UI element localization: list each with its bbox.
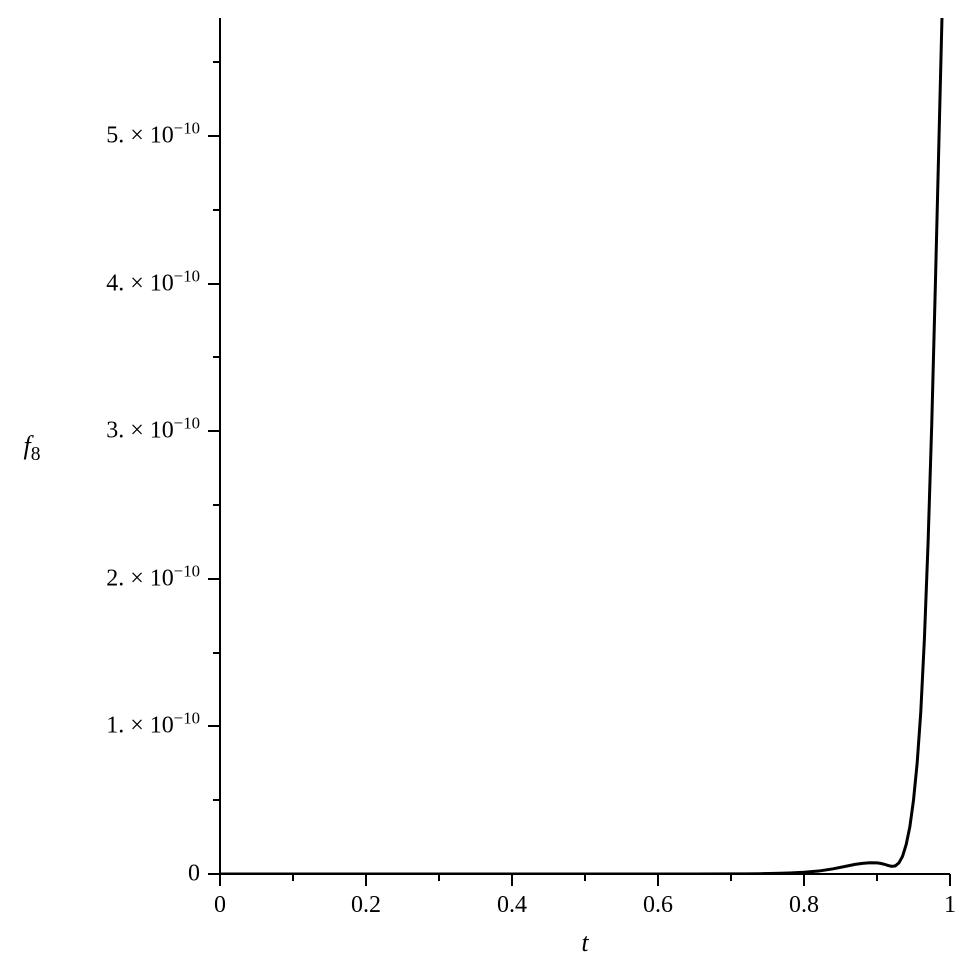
y-axis-label: f8 — [24, 431, 41, 461]
x-tick-minor — [584, 874, 586, 881]
y-tick-label: 2. × 10−10 — [106, 565, 200, 592]
y-axis-label-sub: 8 — [31, 444, 41, 465]
x-tick-major — [803, 874, 805, 886]
y-tick-minor — [213, 209, 220, 211]
x-tick-label: 0 — [214, 892, 226, 919]
x-tick-label: 0.8 — [789, 892, 819, 919]
x-tick-minor — [438, 874, 440, 881]
y-tick-major — [208, 578, 220, 580]
y-tick-minor — [213, 356, 220, 358]
y-tick-label: 0 — [188, 861, 200, 888]
x-tick-label: 0.4 — [497, 892, 527, 919]
x-tick-label: 1 — [944, 892, 956, 919]
x-axis-label: t — [581, 928, 588, 958]
x-tick-label: 0.2 — [351, 892, 381, 919]
chart-container: 0 0.2 0.4 0.6 0.8 1 0 1. × 10−10 2. × 10−10 3. × … — [0, 0, 968, 959]
y-tick-major — [208, 873, 220, 875]
y-tick-minor — [213, 61, 220, 63]
y-tick-major — [208, 430, 220, 432]
y-tick-major — [208, 283, 220, 285]
x-tick-minor — [730, 874, 732, 881]
y-tick-minor — [213, 799, 220, 801]
x-tick-major — [949, 874, 951, 886]
y-tick-label: 1. × 10−10 — [106, 713, 200, 740]
x-tick-major — [657, 874, 659, 886]
x-tick-label: 0.6 — [643, 892, 673, 919]
x-tick-major — [511, 874, 513, 886]
y-tick-label: 5. × 10−10 — [106, 123, 200, 150]
y-tick-label: 4. × 10−10 — [106, 270, 200, 297]
y-tick-label: 3. × 10−10 — [106, 418, 200, 445]
x-tick-major — [219, 874, 221, 886]
series-line — [220, 0, 950, 874]
y-tick-minor — [213, 652, 220, 654]
y-tick-minor — [213, 504, 220, 506]
y-tick-major — [208, 725, 220, 727]
data-curve — [220, 18, 950, 874]
x-tick-major — [365, 874, 367, 886]
x-tick-minor — [292, 874, 294, 881]
x-tick-minor — [876, 874, 878, 881]
y-tick-major — [208, 135, 220, 137]
